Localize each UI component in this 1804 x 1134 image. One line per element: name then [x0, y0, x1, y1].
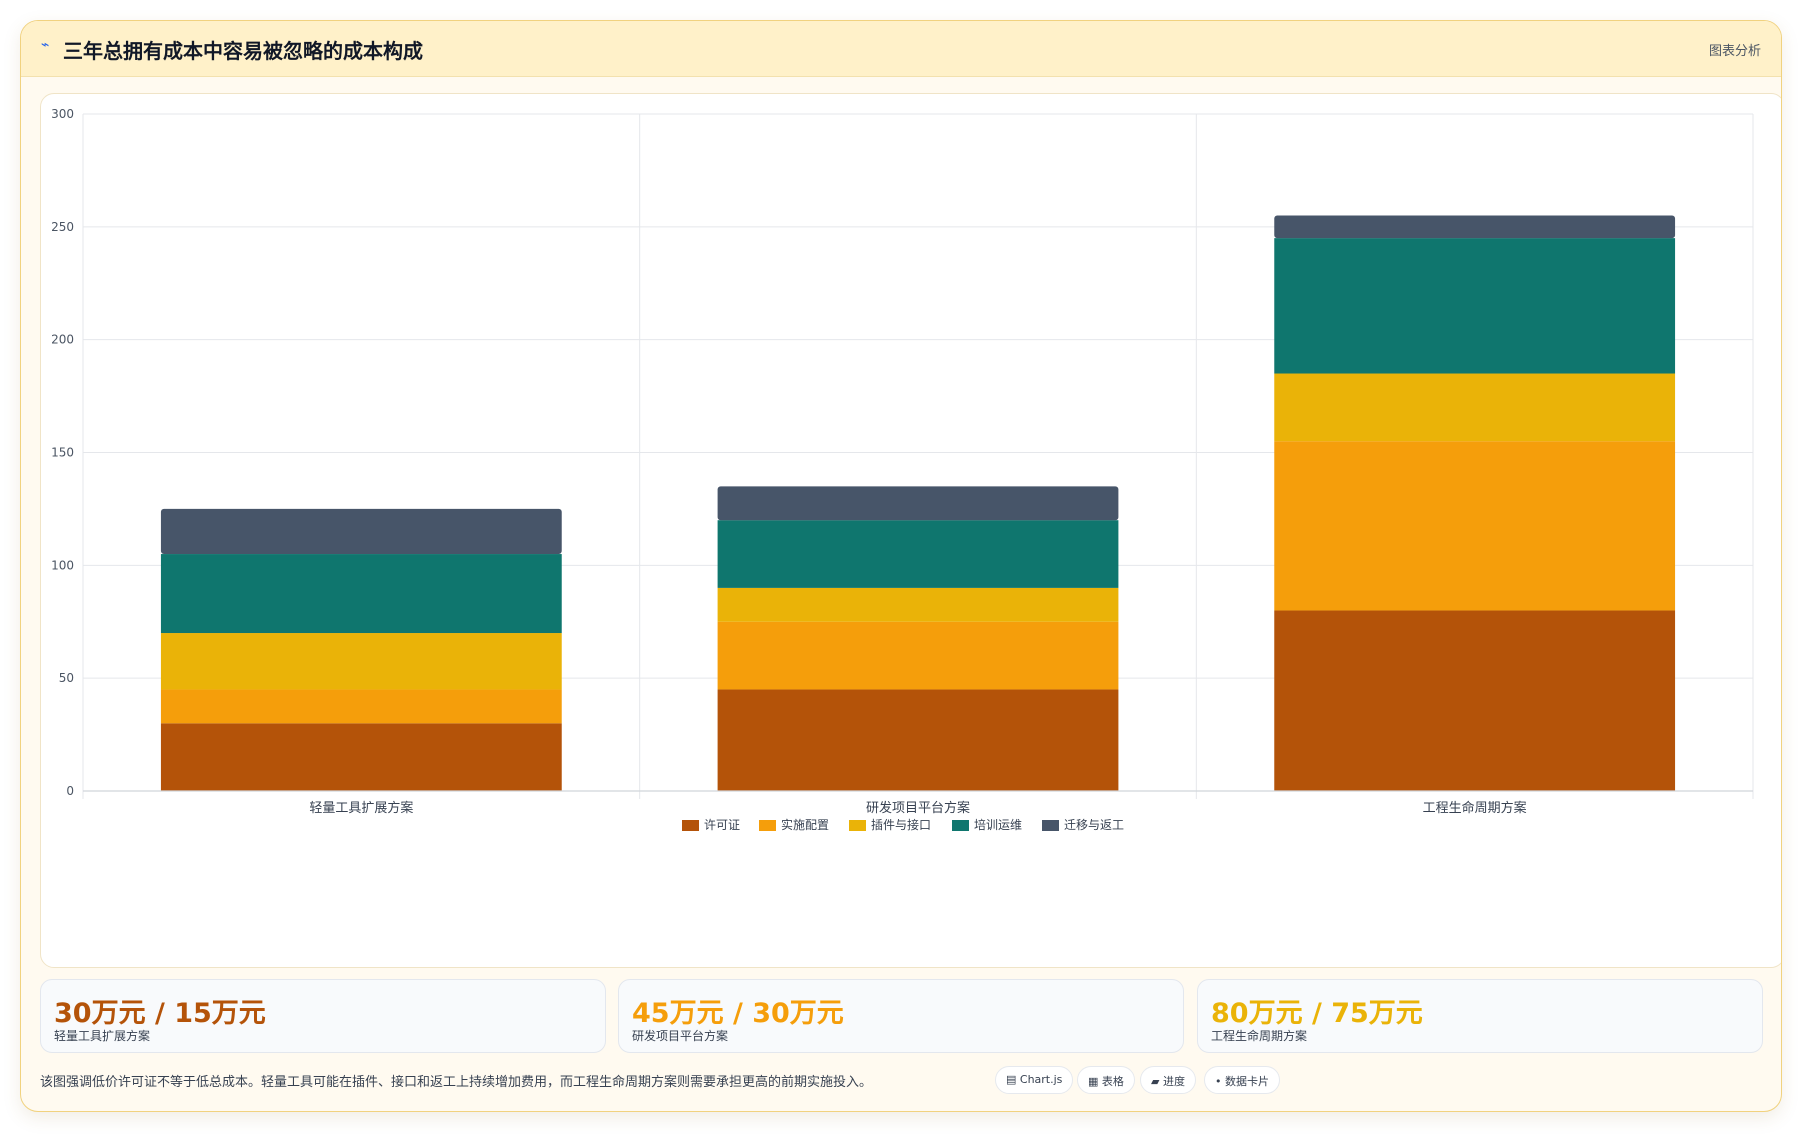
x-category-label: 研发项目平台方案 [866, 800, 970, 816]
chart-card: ⌁ 三年总拥有成本中容易被忽略的成本构成 图表分析 0 50 100 150 200 25… [20, 20, 1782, 1112]
legend-label: 迁移与返工 [1064, 818, 1124, 832]
stat-value: 80万元 / 75万元 [1211, 998, 1423, 1029]
stat-label: 轻量工具扩展方案 [54, 1029, 151, 1043]
bar-segment-2-2[interactable] [717, 621, 1119, 690]
bar-segment-3-1[interactable] [1274, 610, 1676, 791]
chartjs-pill[interactable]: ▤ Chart.js [995, 1066, 1074, 1094]
chart-panel: 0 50 100 150 200 250 300 轻量工具扩展方案 研发项目平台方案 工程生命周期… [40, 93, 1781, 968]
stat-card-light: 30万元 / 15万元 轻量工具扩展方案 [40, 979, 606, 1053]
bar-segment-2-3[interactable] [717, 587, 1119, 622]
stats-row: 30万元 / 15万元 轻量工具扩展方案 45万元 / 30万元 研发项目平台方… [40, 979, 1781, 1053]
y-tick-label: 100 [51, 558, 74, 572]
bar-segment-2-1[interactable] [717, 689, 1119, 791]
y-tick-label: 150 [51, 446, 74, 460]
legend-label: 实施配置 [781, 817, 829, 832]
stat-card-platform: 45万元 / 30万元 研发项目平台方案 [618, 979, 1184, 1053]
bar-segment-1-1[interactable] [160, 723, 562, 791]
bar-layer [160, 215, 1676, 791]
bar-segment-3-2[interactable] [1274, 441, 1676, 611]
card-header: ⌁ 三年总拥有成本中容易被忽略的成本构成 图表分析 [21, 21, 1781, 77]
legend-label: 许可证 [704, 818, 740, 832]
bar-segment-3-4[interactable] [1274, 238, 1676, 374]
legend-swatch [952, 820, 969, 831]
legend-swatch [849, 820, 866, 831]
stacked-bar-chart: 0 50 100 150 200 250 300 轻量工具扩展方案 研发项目平台方案 工程生命周期… [51, 107, 1754, 832]
y-tick-label: 300 [51, 107, 74, 121]
y-tick-label: 200 [51, 333, 74, 347]
bar-segment-1-3[interactable] [160, 633, 562, 690]
progress-pill[interactable]: ▰ 进度 [1140, 1066, 1196, 1094]
data-card-pill[interactable]: • 数据卡片 [1204, 1066, 1280, 1094]
y-tick-label: 0 [66, 784, 74, 798]
legend-swatch [1042, 820, 1059, 831]
legend-label: 培训运维 [974, 817, 1022, 832]
legend-item-2[interactable]: 实施配置 [759, 817, 829, 832]
x-category-label: 工程生命周期方案 [1423, 800, 1527, 816]
legend-item-4[interactable]: 培训运维 [952, 817, 1022, 832]
axis-layer: 0 50 100 150 200 250 300 轻量工具扩展方案 研发项目平台方案 工程生命周期… [51, 107, 1753, 816]
stat-value: 45万元 / 30万元 [632, 998, 844, 1029]
bar-segment-2-5[interactable] [717, 486, 1119, 521]
stat-label: 研发项目平台方案 [632, 1029, 729, 1043]
bar-segment-3-5[interactable] [1274, 215, 1676, 239]
stat-value: 30万元 / 15万元 [54, 998, 266, 1029]
bar-segment-1-4[interactable] [160, 554, 562, 634]
legend-item-1[interactable]: 许可证 [682, 818, 740, 832]
chart-analysis-link[interactable]: 图表分析 [1708, 44, 1761, 59]
table-pill[interactable]: ▦ 表格 [1077, 1066, 1135, 1094]
bar-segment-1-5[interactable] [160, 508, 562, 555]
bar-segment-1-2[interactable] [160, 689, 562, 724]
legend-swatch [759, 820, 776, 831]
bar-segment-2-4[interactable] [717, 520, 1119, 588]
legend-item-5[interactable]: 迁移与返工 [1042, 818, 1124, 832]
legend-item-3[interactable]: 插件与接口 [849, 817, 931, 832]
stat-card-lifecycle: 80万元 / 75万元 工程生命周期方案 [1197, 979, 1763, 1053]
x-category-label: 轻量工具扩展方案 [309, 800, 413, 816]
stat-label: 工程生命周期方案 [1211, 1029, 1308, 1043]
y-tick-label: 250 [51, 220, 74, 234]
footer-note: 该图强调低价许可证不等于低总成本。轻量工具可能在插件、接口和返工上持续增加费用，… [40, 1075, 873, 1090]
legend-swatch [682, 820, 699, 831]
y-tick-label: 50 [59, 671, 74, 685]
legend-layer: 许可证 实施配置 插件与接口 培训运维 迁移与返工 [682, 817, 1124, 832]
line-trend-icon: ⌁ [41, 37, 50, 53]
bar-segment-3-3[interactable] [1274, 373, 1676, 442]
legend-label: 插件与接口 [871, 817, 931, 832]
chart-title: 三年总拥有成本中容易被忽略的成本构成 [63, 39, 423, 63]
